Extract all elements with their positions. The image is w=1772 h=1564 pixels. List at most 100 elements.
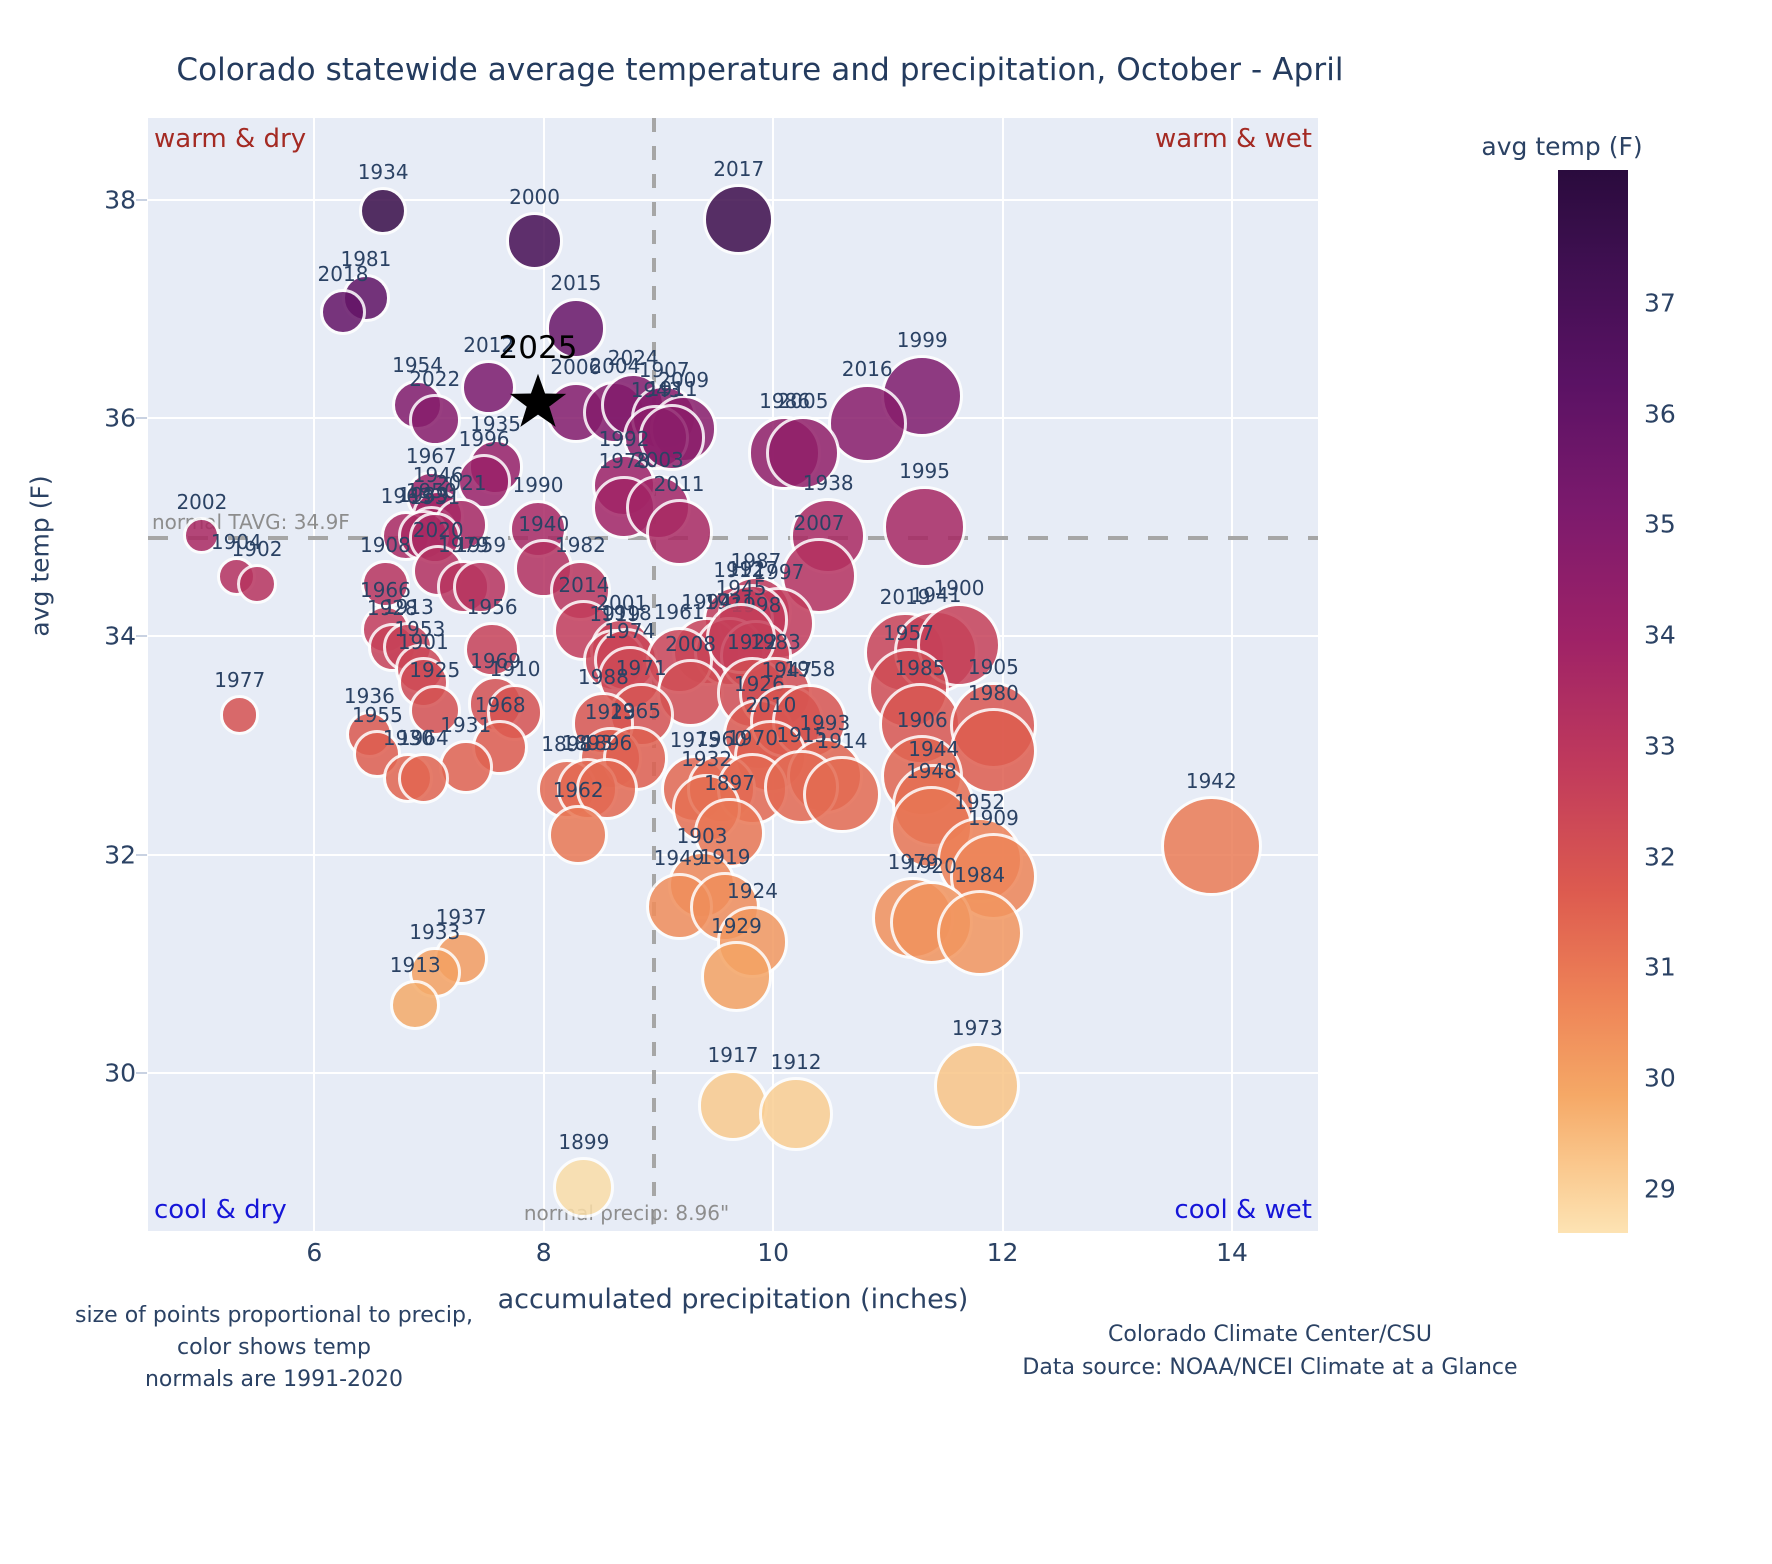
point-label-2007: 2007 xyxy=(793,511,845,536)
scatter-point xyxy=(883,485,966,569)
y-axis-tick: 30 xyxy=(104,1058,136,1088)
point-label-1986: 1986 xyxy=(759,389,811,414)
scatter-point xyxy=(934,1043,1021,1129)
scatter-point xyxy=(320,289,366,336)
point-label-2021: 2021 xyxy=(435,471,487,496)
point-label-2010: 2010 xyxy=(745,692,797,717)
point-label-1911: 1911 xyxy=(646,377,698,402)
footnote-left: size of points proportional to precip, co… xyxy=(64,1300,484,1396)
gridline-vertical xyxy=(1001,118,1004,1231)
point-label-1954: 1954 xyxy=(392,352,443,377)
point-label-1953: 1953 xyxy=(394,616,446,641)
point-label-1927: 1927 xyxy=(727,557,778,582)
point-label-1928: 1928 xyxy=(366,595,418,620)
scatter-point xyxy=(694,797,765,868)
y-axis-label: avg temp (F) xyxy=(25,475,55,637)
point-label-1979: 1979 xyxy=(437,533,489,558)
point-label-1969: 1969 xyxy=(470,649,521,674)
point-label-1987: 1987 xyxy=(730,549,782,574)
scatter-point xyxy=(765,415,841,491)
point-label-1931: 1931 xyxy=(440,713,492,738)
scatter-point xyxy=(803,755,881,834)
scatter-point xyxy=(464,621,520,678)
point-label-1893: 1893 xyxy=(561,731,613,756)
point-label-1938: 1938 xyxy=(802,470,854,495)
scatter-point xyxy=(361,559,410,609)
footnote-left-line-2: normals are 1991-2020 xyxy=(144,1366,404,1392)
scatter-point xyxy=(453,559,508,615)
point-label-2014: 2014 xyxy=(558,573,610,598)
point-label-1956: 1956 xyxy=(466,594,518,619)
y-axis-tick: 34 xyxy=(104,621,136,651)
point-label-1975: 1975 xyxy=(669,728,721,753)
gridline-vertical xyxy=(1230,118,1233,1231)
highlight-star-icon xyxy=(508,372,568,432)
point-label-2011: 2011 xyxy=(653,472,705,497)
y-axis-tickmark xyxy=(136,198,147,201)
page-title: Colorado statewide average temperature a… xyxy=(176,52,1344,88)
point-label-1930: 1930 xyxy=(382,726,434,751)
footnote-left-line-0: size of points proportional to precip, xyxy=(75,1303,473,1328)
y-axis-tick: 32 xyxy=(104,840,136,870)
scatter-point xyxy=(505,212,564,271)
point-label-1910: 1910 xyxy=(489,657,541,682)
point-label-1905: 1905 xyxy=(967,655,1019,680)
gridline-vertical xyxy=(542,118,545,1231)
point-label-1977: 1977 xyxy=(214,668,266,693)
footnote-right: Colorado Climate Center/CSU Data source: … xyxy=(1000,1318,1540,1384)
point-label-1993: 1993 xyxy=(799,710,851,735)
x-axis-tick: 6 xyxy=(306,1238,323,1267)
point-label-2001: 2001 xyxy=(596,590,648,615)
point-label-1962: 1962 xyxy=(552,777,604,802)
point-label-2009: 2009 xyxy=(658,368,710,393)
point-label-1917: 1917 xyxy=(707,1043,759,1068)
point-label-1940: 1940 xyxy=(518,512,570,537)
point-label-2019: 2019 xyxy=(879,585,931,610)
point-label-2022: 2022 xyxy=(409,367,461,392)
scatter-point xyxy=(827,384,907,463)
point-label-1902: 1902 xyxy=(231,536,283,561)
point-label-1961: 1961 xyxy=(653,599,705,624)
scatter-point xyxy=(486,684,544,742)
point-label-1990: 1990 xyxy=(512,473,564,498)
colorbar-gradient xyxy=(1558,170,1628,1233)
scatter-point xyxy=(701,941,772,1013)
scatter-plot-area: normal TAVG: 34.9F normal precip: 8.96" wa… xyxy=(148,118,1318,1231)
colorbar-tick: 33 xyxy=(1644,731,1676,761)
y-axis-tick: 36 xyxy=(104,403,136,433)
point-label-1971: 1971 xyxy=(615,655,667,680)
point-label-1959: 1959 xyxy=(455,532,507,557)
point-label-1968: 1968 xyxy=(474,692,526,717)
point-label-1936: 1936 xyxy=(343,683,395,708)
scatter-point xyxy=(408,684,461,737)
point-label-2003: 2003 xyxy=(632,447,684,472)
scatter-point xyxy=(220,695,260,735)
footnote-right-line-1: Data source: NOAA/NCEI Climate at a Glan… xyxy=(1022,1355,1518,1380)
point-label-2025: 2025 xyxy=(498,329,578,366)
point-label-1896: 1896 xyxy=(581,730,633,755)
point-label-1997: 1997 xyxy=(753,559,805,584)
point-label-1919: 1919 xyxy=(699,844,751,869)
normal-tavg-reference-line xyxy=(148,536,1318,541)
scatter-point xyxy=(358,186,408,235)
x-axis-tick: 8 xyxy=(535,1238,552,1267)
point-label-2006: 2006 xyxy=(550,355,602,380)
scatter-point xyxy=(545,298,607,359)
point-label-1912: 1912 xyxy=(713,557,765,582)
point-label-1935: 1935 xyxy=(470,412,521,437)
point-label-1980: 1980 xyxy=(967,680,1019,705)
point-label-1907: 1907 xyxy=(638,358,690,383)
point-label-1897: 1897 xyxy=(704,770,755,795)
y-axis-tickmark xyxy=(136,853,147,856)
point-label-2005: 2005 xyxy=(777,388,829,413)
point-label-1918: 1918 xyxy=(600,601,652,626)
point-label-1922: 1922 xyxy=(727,630,778,655)
y-axis-tickmark xyxy=(136,417,147,420)
x-axis-tick: 12 xyxy=(986,1238,1019,1267)
point-label-1906: 1906 xyxy=(896,707,948,732)
scatter-point xyxy=(1161,795,1262,896)
point-label-1903: 1903 xyxy=(676,823,728,848)
quadrant-cool-wet: cool & wet xyxy=(1174,1195,1312,1225)
point-label-1899: 1899 xyxy=(558,1129,610,1154)
point-label-1934: 1934 xyxy=(357,159,409,184)
